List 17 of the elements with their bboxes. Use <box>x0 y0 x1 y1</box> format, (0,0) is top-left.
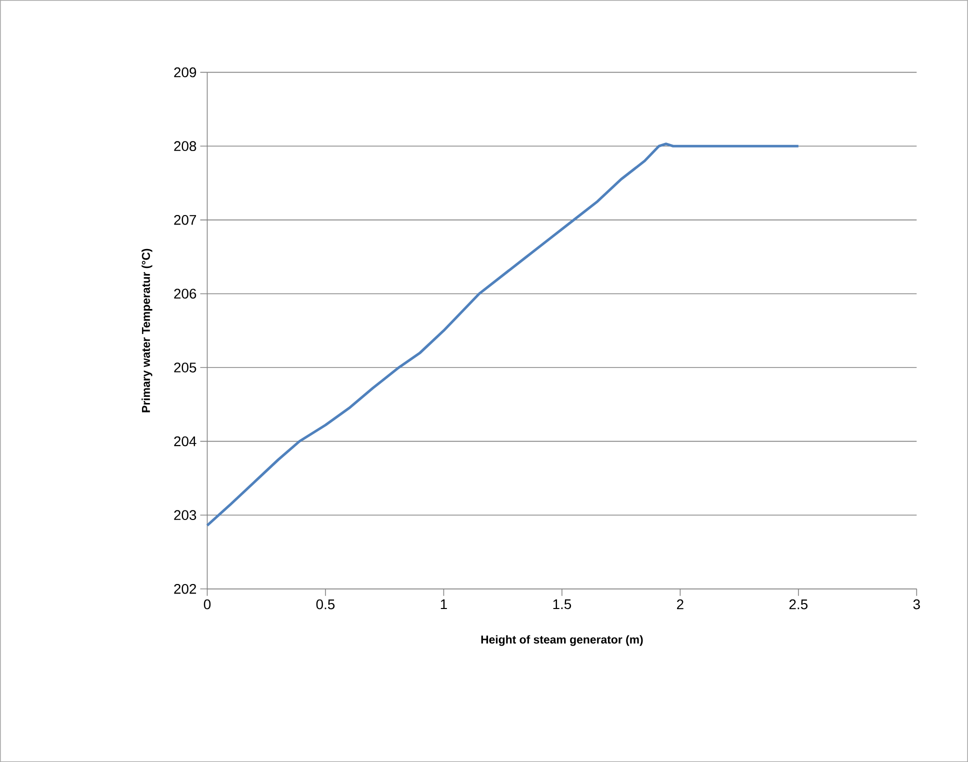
x-tick-label: 1 <box>440 599 447 609</box>
x-tick-label: 2.5 <box>789 599 808 610</box>
y-tick-label: 208 <box>174 141 196 151</box>
x-tick-label: 0 <box>204 599 211 610</box>
y-tick-label: 207 <box>174 214 196 225</box>
y-tick-label: 202 <box>174 584 196 594</box>
x-tick-label: 0.5 <box>316 599 335 610</box>
y-tick-label: 203 <box>174 510 196 520</box>
y-tick-label: 205 <box>174 362 196 372</box>
x-tick-label: 3 <box>913 599 920 610</box>
x-tick-label: 1.5 <box>553 599 572 610</box>
x-tick-label: 2 <box>677 599 684 610</box>
y-tick-label: 204 <box>174 436 196 446</box>
y-tick-label: 206 <box>174 288 196 299</box>
y-axis-title: Primary water Temperatur (°C) <box>142 248 152 412</box>
x-axis-title: Height of steam generator (m) <box>481 635 643 646</box>
y-tick-label: 209 <box>174 67 196 78</box>
